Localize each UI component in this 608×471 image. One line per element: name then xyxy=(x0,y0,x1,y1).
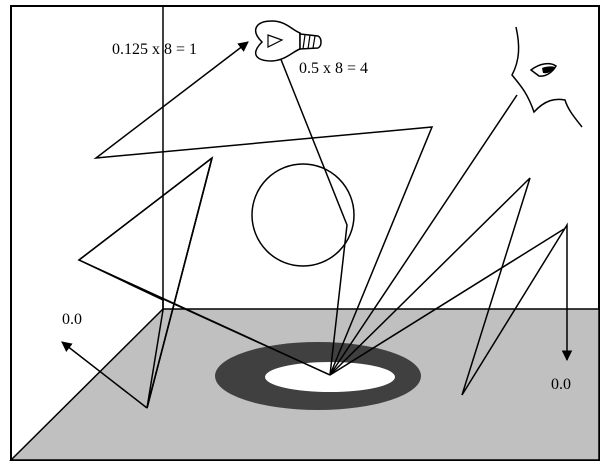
label-right-miss-value: 0.0 xyxy=(551,376,571,393)
ray-path-upper xyxy=(77,157,331,376)
ray-right-bounce xyxy=(329,177,573,396)
label-light-direct-product: 0.5 x 8 = 4 xyxy=(299,60,368,77)
label-light-bounce-product: 0.125 x 8 = 1 xyxy=(112,41,197,58)
ray-left-escape xyxy=(61,341,148,409)
ray-path-zigzag xyxy=(93,41,434,376)
sphere xyxy=(251,163,355,267)
ray-path-to-bulb xyxy=(273,41,348,376)
light-bulb-icon xyxy=(254,20,322,62)
ray-right-mid xyxy=(329,228,565,376)
eye-face-icon xyxy=(511,26,583,128)
label-left-miss-value: 0.0 xyxy=(62,311,82,328)
ray-to-eye xyxy=(329,94,518,376)
floor-ring-hole xyxy=(265,362,395,392)
ray-path-top xyxy=(146,157,213,409)
